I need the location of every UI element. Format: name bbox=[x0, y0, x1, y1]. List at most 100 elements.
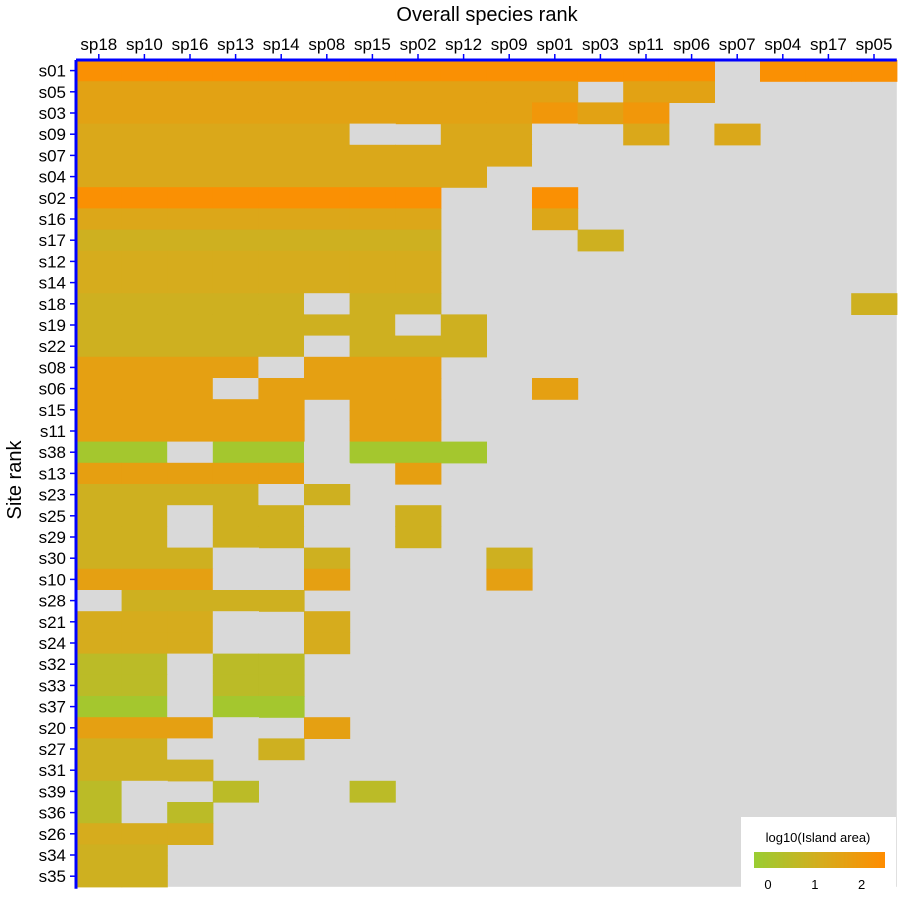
x-tick-label: sp09 bbox=[491, 35, 528, 54]
heatmap-cell bbox=[167, 272, 214, 294]
heatmap-cell bbox=[532, 60, 579, 82]
heatmap-cell bbox=[212, 568, 259, 591]
heatmap-cell bbox=[258, 420, 305, 443]
heatmap-cell bbox=[258, 653, 305, 676]
x-tick-label: sp12 bbox=[445, 35, 482, 54]
legend-tick-label: 0 bbox=[764, 877, 771, 892]
heatmap-cell bbox=[76, 356, 123, 379]
heatmap-cell bbox=[167, 759, 214, 782]
heatmap-cell bbox=[395, 505, 442, 527]
heatmap-cell bbox=[212, 441, 259, 464]
heatmap-cell bbox=[212, 674, 259, 697]
heatmap-cell bbox=[714, 123, 761, 146]
heatmap-cell bbox=[167, 611, 214, 633]
heatmap-cell bbox=[258, 272, 305, 294]
y-tick-label: s16 bbox=[39, 210, 66, 229]
heatmap-cell bbox=[167, 144, 214, 167]
heatmap-cell bbox=[258, 250, 305, 273]
heatmap-cell bbox=[76, 166, 123, 188]
y-axis-title: Site rank bbox=[4, 440, 26, 520]
heatmap-cell bbox=[258, 505, 305, 527]
heatmap-cell bbox=[258, 229, 305, 252]
y-tick-label: s32 bbox=[39, 655, 66, 674]
heatmap-cell bbox=[121, 229, 168, 252]
heatmap-cell bbox=[76, 526, 123, 549]
y-tick-label: s14 bbox=[39, 274, 66, 293]
heatmap-cell bbox=[304, 335, 351, 358]
heatmap-cell bbox=[304, 462, 351, 485]
heatmap-cell bbox=[486, 144, 533, 167]
heatmap-cell bbox=[623, 102, 670, 125]
heatmap-cell bbox=[121, 802, 168, 824]
heatmap-cell bbox=[212, 547, 259, 570]
heatmap-cell bbox=[121, 717, 168, 739]
heatmap-cell bbox=[349, 335, 396, 358]
heatmap-cell bbox=[212, 293, 259, 315]
heatmap-cell bbox=[212, 208, 259, 231]
heatmap-cell bbox=[121, 759, 168, 782]
heatmap-cell bbox=[121, 102, 168, 125]
heatmap-cell bbox=[167, 81, 214, 103]
heatmap-cell bbox=[395, 229, 442, 252]
heatmap-cell bbox=[167, 590, 214, 612]
heatmap-cell bbox=[121, 166, 168, 188]
y-tick-label: s09 bbox=[39, 125, 66, 144]
heatmap-cell bbox=[349, 272, 396, 294]
heatmap-cell bbox=[258, 356, 305, 379]
heatmap-cell bbox=[395, 208, 442, 231]
y-tick-label: s36 bbox=[39, 804, 66, 823]
heatmap-cell bbox=[349, 123, 396, 146]
heatmap-cell bbox=[668, 81, 715, 103]
heatmap-cell bbox=[395, 250, 442, 273]
heatmap-cell bbox=[167, 696, 214, 718]
x-tick-label: sp13 bbox=[217, 35, 254, 54]
y-tick-label: s22 bbox=[39, 337, 66, 356]
heatmap-cell bbox=[121, 696, 168, 718]
heatmap-cell bbox=[258, 166, 305, 188]
heatmap-cell bbox=[304, 314, 351, 337]
y-tick-label: s31 bbox=[39, 761, 66, 780]
y-tick-label: s27 bbox=[39, 740, 66, 759]
heatmap-cell bbox=[76, 547, 123, 570]
heatmap-cell bbox=[304, 272, 351, 294]
y-tick-label: s11 bbox=[40, 422, 66, 441]
x-tick-label: sp14 bbox=[263, 35, 300, 54]
heatmap-cell bbox=[349, 166, 396, 188]
y-tick-label: s25 bbox=[39, 507, 66, 526]
heatmap-cell bbox=[76, 81, 123, 103]
heatmap-cell bbox=[304, 293, 351, 315]
x-tick-label: sp08 bbox=[308, 35, 345, 54]
heatmap-cell bbox=[304, 250, 351, 273]
heatmap-cell bbox=[395, 144, 442, 167]
heatmap-cell bbox=[258, 484, 305, 506]
heatmap-cell bbox=[167, 208, 214, 231]
heatmap-cell bbox=[258, 526, 305, 549]
heatmap-cell bbox=[304, 208, 351, 231]
y-tick-label: s10 bbox=[39, 570, 66, 589]
heatmap-cell bbox=[121, 420, 168, 443]
heatmap-cell bbox=[76, 844, 123, 867]
heatmap-cell bbox=[395, 293, 442, 315]
y-tick-label: s01 bbox=[39, 62, 66, 81]
heatmap-cell bbox=[805, 60, 852, 82]
heatmap-cell bbox=[121, 250, 168, 273]
heatmap-cell bbox=[258, 123, 305, 146]
heatmap-cell bbox=[623, 123, 670, 146]
heatmap-cell bbox=[76, 420, 123, 443]
y-tick-label: s03 bbox=[39, 104, 66, 123]
heatmap-cell bbox=[851, 60, 898, 82]
heatmap-cell bbox=[121, 399, 168, 421]
y-tick-label: s08 bbox=[39, 358, 66, 377]
heatmap-cell bbox=[121, 590, 168, 612]
heatmap-cell bbox=[304, 568, 351, 591]
heatmap-cell bbox=[304, 611, 351, 633]
heatmap-cell bbox=[395, 526, 442, 549]
x-tick-label: sp17 bbox=[810, 35, 847, 54]
x-tick-label: sp10 bbox=[126, 35, 163, 54]
heatmap-cell bbox=[349, 399, 396, 421]
heatmap-cell bbox=[167, 823, 214, 845]
heatmap-cell bbox=[532, 187, 579, 209]
y-tick-label: s35 bbox=[39, 867, 66, 886]
heatmap-cell bbox=[76, 505, 123, 527]
